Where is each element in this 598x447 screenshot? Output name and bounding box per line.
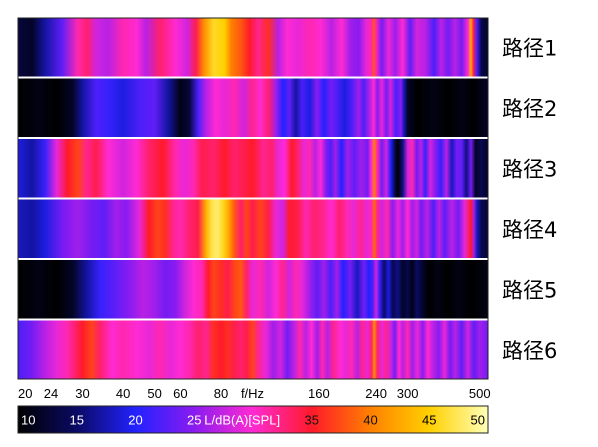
heatmap-row-5 bbox=[18, 260, 488, 319]
x-tick-label-160: 160 bbox=[308, 386, 330, 401]
colorbar-gradient bbox=[17, 405, 489, 434]
x-tick-label-24: 24 bbox=[44, 386, 58, 401]
colorbar-tick-10: 10 bbox=[21, 413, 35, 428]
heatmap-rows bbox=[17, 17, 489, 380]
colorbar-tick-15: 15 bbox=[70, 413, 84, 428]
colorbar: L/dB(A)[SPL] 10 15 20 25 35 40 45 50 bbox=[17, 405, 489, 434]
x-tick-label-50: 50 bbox=[147, 386, 161, 401]
x-tick-label-500: 500 bbox=[469, 386, 491, 401]
x-axis-unit-label: f/Hz bbox=[241, 386, 264, 401]
heatmap-row-4 bbox=[18, 199, 488, 258]
row-label-6: 路径6 bbox=[502, 339, 557, 363]
colorbar-tick-25: 25 bbox=[187, 413, 201, 428]
x-tick-label-20: 20 bbox=[18, 386, 32, 401]
colorbar-unit-label: L/dB(A)[SPL] bbox=[204, 413, 280, 428]
colorbar-tick-35: 35 bbox=[305, 413, 319, 428]
heatmap-row-3 bbox=[18, 139, 488, 198]
row-label-4: 路径4 bbox=[502, 218, 557, 242]
heatmap-frame bbox=[17, 17, 489, 380]
colorbar-tick-20: 20 bbox=[128, 413, 142, 428]
colorbar-tick-45: 45 bbox=[422, 413, 436, 428]
colorbar-tick-50: 50 bbox=[471, 413, 485, 428]
x-tick-label-60: 60 bbox=[173, 386, 187, 401]
x-tick-label-300: 300 bbox=[397, 386, 419, 401]
heatmap-row-1 bbox=[18, 18, 488, 77]
x-tick-label-240: 240 bbox=[365, 386, 387, 401]
x-axis: f/Hz 20 24 30 40 50 60 80 160 240 300 500 bbox=[18, 386, 491, 401]
heatmap-row-6 bbox=[18, 320, 488, 379]
row-label-3: 路径3 bbox=[502, 157, 557, 181]
x-tick-label-30: 30 bbox=[75, 386, 89, 401]
x-tick-label-80: 80 bbox=[214, 386, 228, 401]
heatmap-row-2 bbox=[18, 78, 488, 137]
row-labels: 路径1 路径2 路径3 路径4 路径5 路径6 bbox=[502, 36, 557, 363]
colorbar-tick-40: 40 bbox=[363, 413, 377, 428]
x-tick-label-40: 40 bbox=[116, 386, 130, 401]
row-label-1: 路径1 bbox=[502, 36, 557, 60]
row-label-2: 路径2 bbox=[502, 97, 557, 121]
row-label-5: 路径5 bbox=[502, 278, 557, 302]
